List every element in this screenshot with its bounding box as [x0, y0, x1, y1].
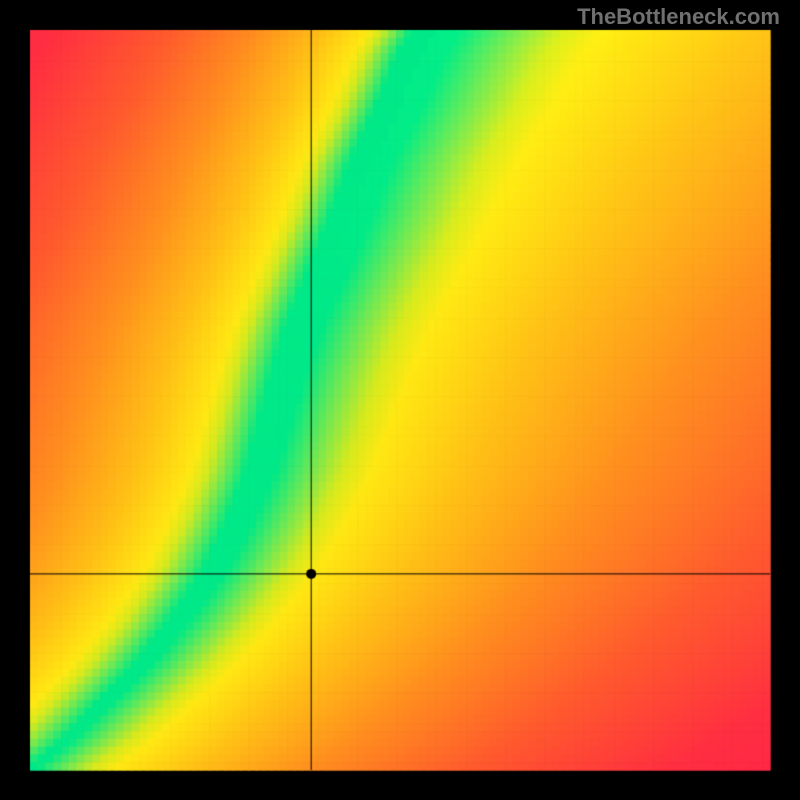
watermark-text: TheBottleneck.com: [577, 4, 780, 30]
bottleneck-heatmap: [0, 0, 800, 800]
